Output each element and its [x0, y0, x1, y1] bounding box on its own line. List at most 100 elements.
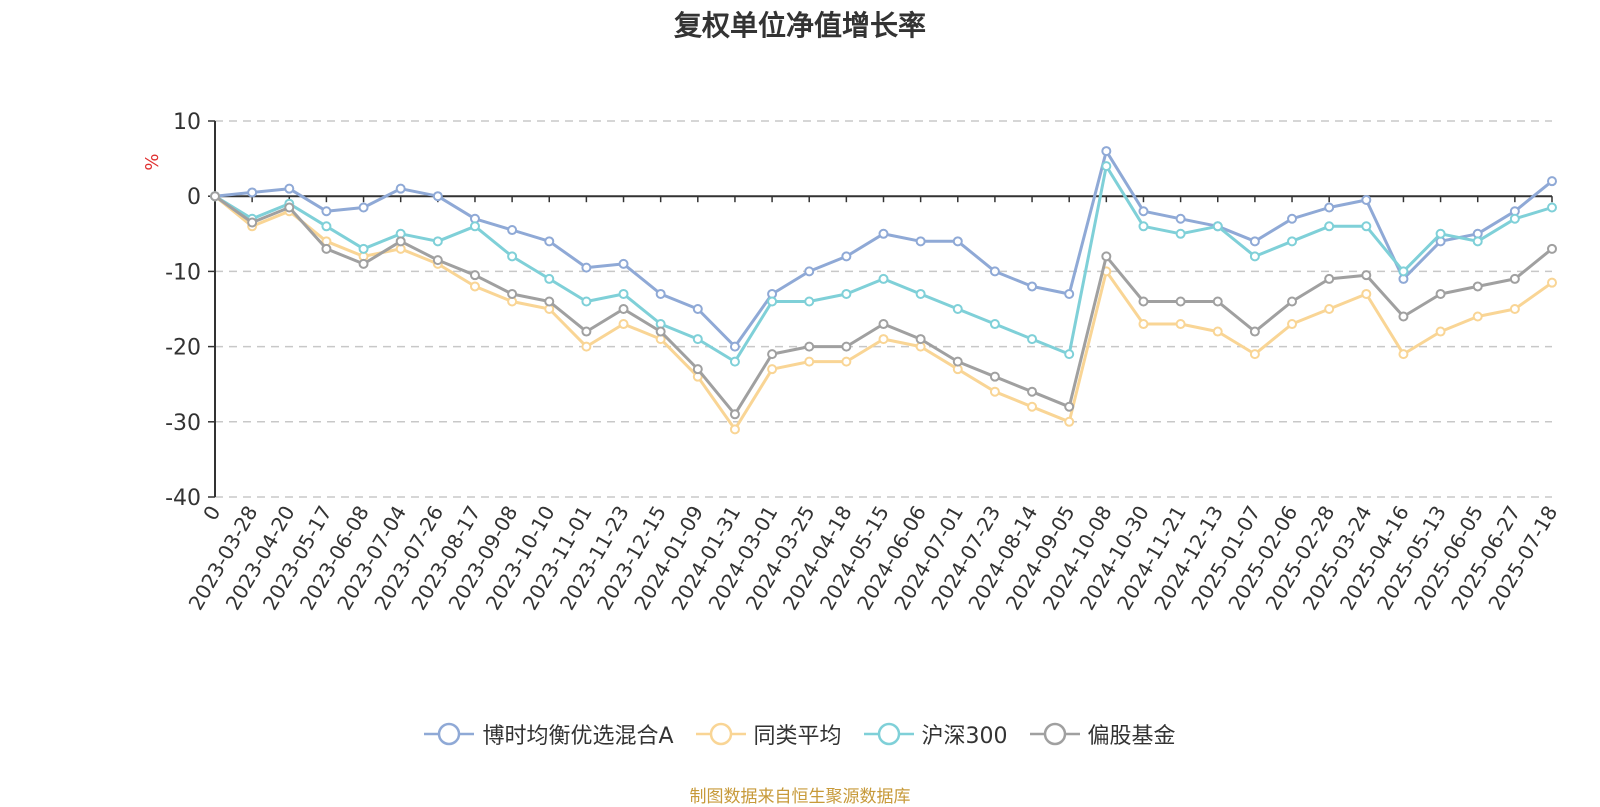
data-point	[1212, 296, 1223, 307]
data-point	[878, 334, 889, 345]
data-point	[1547, 202, 1557, 213]
data-point	[1398, 311, 1409, 322]
data-point	[1138, 206, 1149, 217]
data-point	[1027, 386, 1038, 397]
legend-label: 偏股基金	[1087, 724, 1176, 749]
legend-item[interactable]: 沪深300	[863, 718, 1008, 750]
y-tick-label: -40	[165, 486, 201, 511]
data-point	[1472, 311, 1483, 322]
data-point	[210, 191, 220, 202]
data-point	[841, 251, 852, 262]
data-point	[767, 364, 778, 375]
data-point	[1472, 236, 1483, 247]
data-point	[1064, 288, 1075, 299]
data-point	[729, 341, 740, 352]
data-point	[358, 202, 369, 213]
data-point	[1361, 270, 1372, 281]
data-point	[767, 349, 778, 360]
data-point	[1547, 176, 1557, 187]
data-point	[618, 319, 629, 330]
data-point	[618, 258, 629, 269]
data-point	[469, 281, 480, 292]
data-point	[1138, 296, 1149, 307]
data-point	[952, 356, 963, 367]
data-point	[655, 288, 666, 299]
y-tick-label: -20	[165, 336, 201, 361]
data-point	[841, 341, 852, 352]
data-point	[321, 221, 332, 232]
data-point	[581, 326, 592, 337]
data-point	[1212, 326, 1223, 337]
data-point	[1435, 326, 1446, 337]
data-point	[767, 296, 778, 307]
data-point	[915, 288, 926, 299]
data-point	[469, 221, 480, 232]
data-point	[915, 236, 926, 247]
y-tick-label: -10	[165, 260, 201, 285]
data-point	[321, 243, 332, 254]
data-point	[247, 217, 258, 228]
data-point	[1249, 326, 1260, 337]
legend-label: 沪深300	[921, 724, 1008, 749]
data-point	[1287, 213, 1298, 224]
data-point	[655, 326, 666, 337]
y-axis-label: %	[142, 153, 163, 170]
y-tick-label: -30	[165, 411, 201, 436]
legend-item[interactable]: 同类平均	[695, 718, 842, 750]
legend-label: 博时均衡优选混合A	[482, 724, 674, 749]
data-point	[729, 356, 740, 367]
data-point	[1361, 288, 1372, 299]
legend-marker-icon	[863, 722, 914, 746]
grid-lines	[215, 120, 1552, 498]
data-point	[395, 183, 406, 194]
legend-item[interactable]: 博时均衡优选混合A	[424, 718, 674, 750]
data-point	[1435, 228, 1446, 239]
data-point	[1175, 319, 1186, 330]
data-point	[1324, 221, 1335, 232]
data-point	[915, 334, 926, 345]
data-source-note: 制图数据来自恒生聚源数据库	[689, 787, 911, 807]
data-point	[692, 304, 703, 314]
data-point	[1101, 251, 1112, 262]
data-point	[841, 288, 852, 299]
data-point	[952, 304, 963, 314]
data-point	[544, 296, 555, 307]
data-point	[507, 251, 518, 262]
legend-item[interactable]: 偏股基金	[1029, 718, 1176, 750]
data-point	[432, 191, 443, 202]
data-point	[1547, 277, 1557, 288]
data-point	[1287, 296, 1298, 307]
data-point	[1361, 221, 1372, 232]
data-point	[507, 288, 518, 299]
data-point	[1064, 349, 1075, 360]
data-point	[1509, 304, 1520, 314]
data-point	[1175, 213, 1186, 224]
data-point	[804, 356, 815, 367]
data-point	[581, 341, 592, 352]
data-point	[321, 206, 332, 217]
data-point	[581, 262, 592, 273]
data-point	[692, 334, 703, 345]
data-point	[1175, 228, 1186, 239]
data-point	[1324, 304, 1335, 314]
data-point	[1398, 266, 1409, 277]
data-point	[692, 364, 703, 375]
y-tick-label: 10	[173, 110, 201, 135]
data-point	[544, 273, 555, 284]
data-point	[952, 236, 963, 247]
data-point	[1138, 319, 1149, 330]
legend-marker-icon	[424, 722, 475, 746]
legend-marker-icon	[695, 722, 746, 746]
data-point	[1027, 334, 1038, 345]
data-point	[284, 183, 295, 194]
data-point	[1547, 243, 1557, 254]
data-point	[1249, 349, 1260, 360]
data-point	[1101, 146, 1112, 157]
x-tick-label: 0	[198, 502, 225, 525]
data-point	[878, 273, 889, 284]
data-point	[1249, 236, 1260, 247]
series-lines	[210, 146, 1557, 435]
data-point	[1435, 288, 1446, 299]
data-point	[989, 319, 1000, 330]
data-point	[989, 266, 1000, 277]
